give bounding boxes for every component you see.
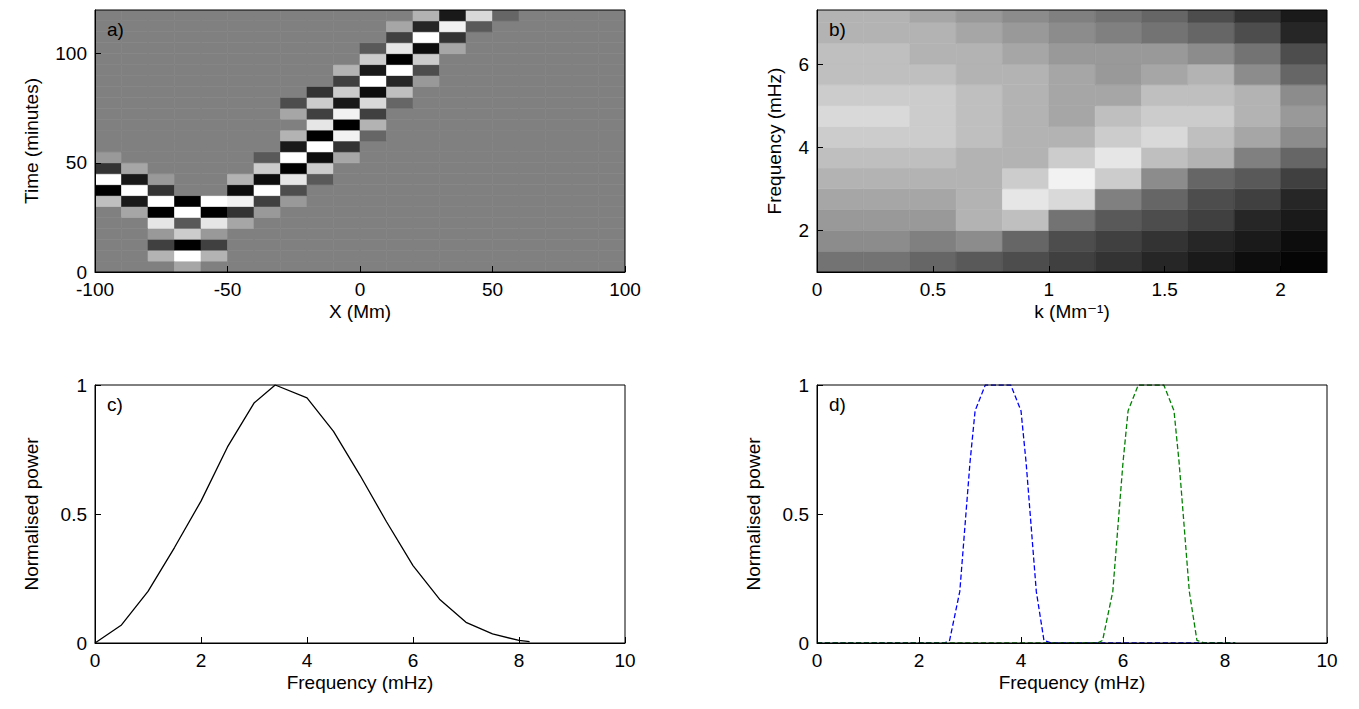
svg-text:2: 2 [914,650,925,671]
svg-text:0: 0 [798,633,809,654]
svg-text:0: 0 [812,279,823,300]
svg-text:8: 8 [1220,650,1231,671]
svg-text:6: 6 [408,650,419,671]
svg-text:10: 10 [1316,650,1337,671]
svg-text:6: 6 [798,54,809,75]
svg-text:1: 1 [1044,279,1055,300]
svg-text:Normalised power: Normalised power [743,437,764,591]
svg-text:8: 8 [514,650,525,671]
svg-text:100: 100 [609,279,641,300]
svg-text:4: 4 [302,650,313,671]
svg-text:a): a) [107,19,124,40]
svg-text:50: 50 [66,152,87,173]
svg-text:4: 4 [1016,650,1027,671]
svg-text:0: 0 [812,650,823,671]
svg-text:2: 2 [196,650,207,671]
svg-text:0: 0 [76,633,87,654]
svg-text:c): c) [107,394,123,415]
svg-text:1: 1 [76,375,87,396]
svg-text:10: 10 [614,650,635,671]
svg-text:Frequency (mHz): Frequency (mHz) [287,672,434,693]
svg-text:k (Mm⁻¹): k (Mm⁻¹) [1034,301,1109,322]
svg-text:d): d) [829,394,846,415]
svg-text:100: 100 [55,43,87,64]
svg-text:-50: -50 [214,279,241,300]
svg-text:50: 50 [482,279,503,300]
svg-text:0.5: 0.5 [920,279,946,300]
svg-text:b): b) [829,19,846,40]
svg-text:1.5: 1.5 [1152,279,1178,300]
svg-text:6: 6 [1118,650,1129,671]
svg-text:Time (minutes): Time (minutes) [21,78,42,204]
svg-text:-100: -100 [76,279,114,300]
svg-text:0.5: 0.5 [61,504,87,525]
svg-text:Frequency (mHz): Frequency (mHz) [764,68,785,215]
svg-text:0: 0 [76,261,87,283]
svg-text:Frequency (mHz): Frequency (mHz) [999,672,1146,693]
svg-text:2: 2 [1275,279,1286,300]
svg-text:0: 0 [355,279,366,300]
svg-text:X (Mm): X (Mm) [329,301,391,322]
svg-text:1: 1 [798,375,809,396]
svg-text:0: 0 [90,650,101,671]
svg-text:2: 2 [798,220,809,241]
svg-text:0.5: 0.5 [783,504,809,525]
svg-text:4: 4 [798,137,809,158]
svg-text:Normalised power: Normalised power [21,437,42,591]
